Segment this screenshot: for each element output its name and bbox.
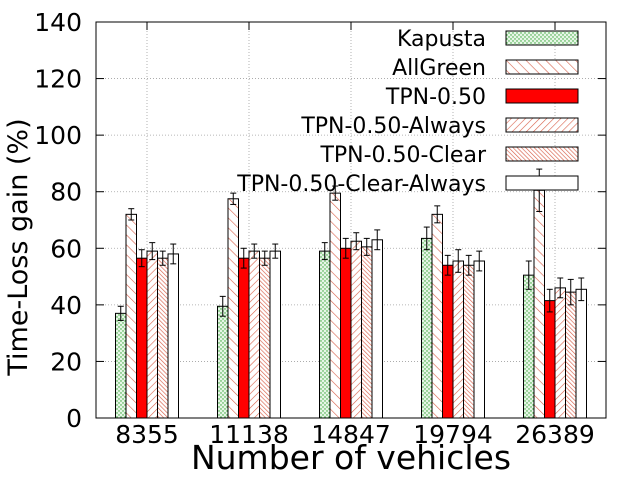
legend-swatch [505, 175, 579, 191]
bar [575, 288, 587, 419]
y-tick-label: 140 [34, 8, 82, 37]
bars [115, 168, 587, 419]
axes: 0 20 40 60 80 100 120 140 8355 11138 14847 19794 263… [34, 8, 607, 449]
legend-swatch [505, 88, 579, 104]
bar [544, 300, 556, 419]
bar [146, 250, 158, 419]
y-tick-label: 20 [50, 347, 82, 376]
bar [371, 239, 383, 419]
legend-swatch [505, 117, 579, 133]
bar [473, 260, 485, 419]
bar [350, 240, 362, 419]
bar [554, 287, 566, 419]
bar [523, 274, 535, 419]
bar [329, 192, 341, 419]
bar [340, 247, 352, 419]
bar [259, 257, 271, 419]
x-tick-label: 26389 [515, 420, 595, 449]
legend-swatch [505, 146, 579, 162]
legend-label: Kapusta [397, 27, 486, 52]
bar [463, 264, 475, 419]
legend-label: TPN-0.50 [385, 85, 486, 110]
bar [167, 253, 179, 419]
bar [238, 257, 250, 419]
bar [115, 312, 127, 419]
x-tick-label: 14847 [311, 420, 391, 449]
y-tick-label: 60 [50, 234, 82, 263]
legend-label: TPN-0.50-Clear-Always [236, 172, 486, 197]
bar [533, 189, 545, 419]
y-tick-label: 120 [34, 65, 82, 94]
bar [125, 213, 137, 419]
y-tick-label: 100 [34, 121, 82, 150]
y-tick-label: 0 [66, 404, 82, 433]
bar [269, 250, 281, 419]
bar [157, 257, 169, 419]
y-tick-label: 40 [50, 291, 82, 320]
x-tick-label: 8355 [115, 420, 179, 449]
y-tick-label: 80 [50, 178, 82, 207]
x-tick-label: 11138 [209, 420, 289, 449]
x-tick-label: 19794 [413, 420, 493, 449]
bar [319, 250, 331, 419]
bar [136, 257, 148, 419]
bar [217, 305, 229, 419]
legend-swatch [505, 59, 579, 75]
bar [227, 198, 239, 419]
bar [248, 250, 260, 419]
legend-label: TPN-0.50-Clear [319, 143, 487, 168]
x-axis-title: Number of vehicles [191, 438, 511, 477]
y-axis-title: Time-Loss gain (%) [3, 118, 34, 376]
bar [361, 246, 373, 419]
bar [442, 264, 454, 419]
legend: Kapusta AllGreen TPN-0.50 TPN-0.50-Always TP… [236, 27, 579, 197]
bar [431, 213, 443, 419]
bar [421, 237, 433, 419]
bar [452, 260, 464, 419]
legend-label: AllGreen [392, 56, 486, 81]
legend-swatch [505, 30, 579, 46]
legend-label: TPN-0.50-Always [300, 114, 486, 139]
bar [565, 291, 577, 419]
